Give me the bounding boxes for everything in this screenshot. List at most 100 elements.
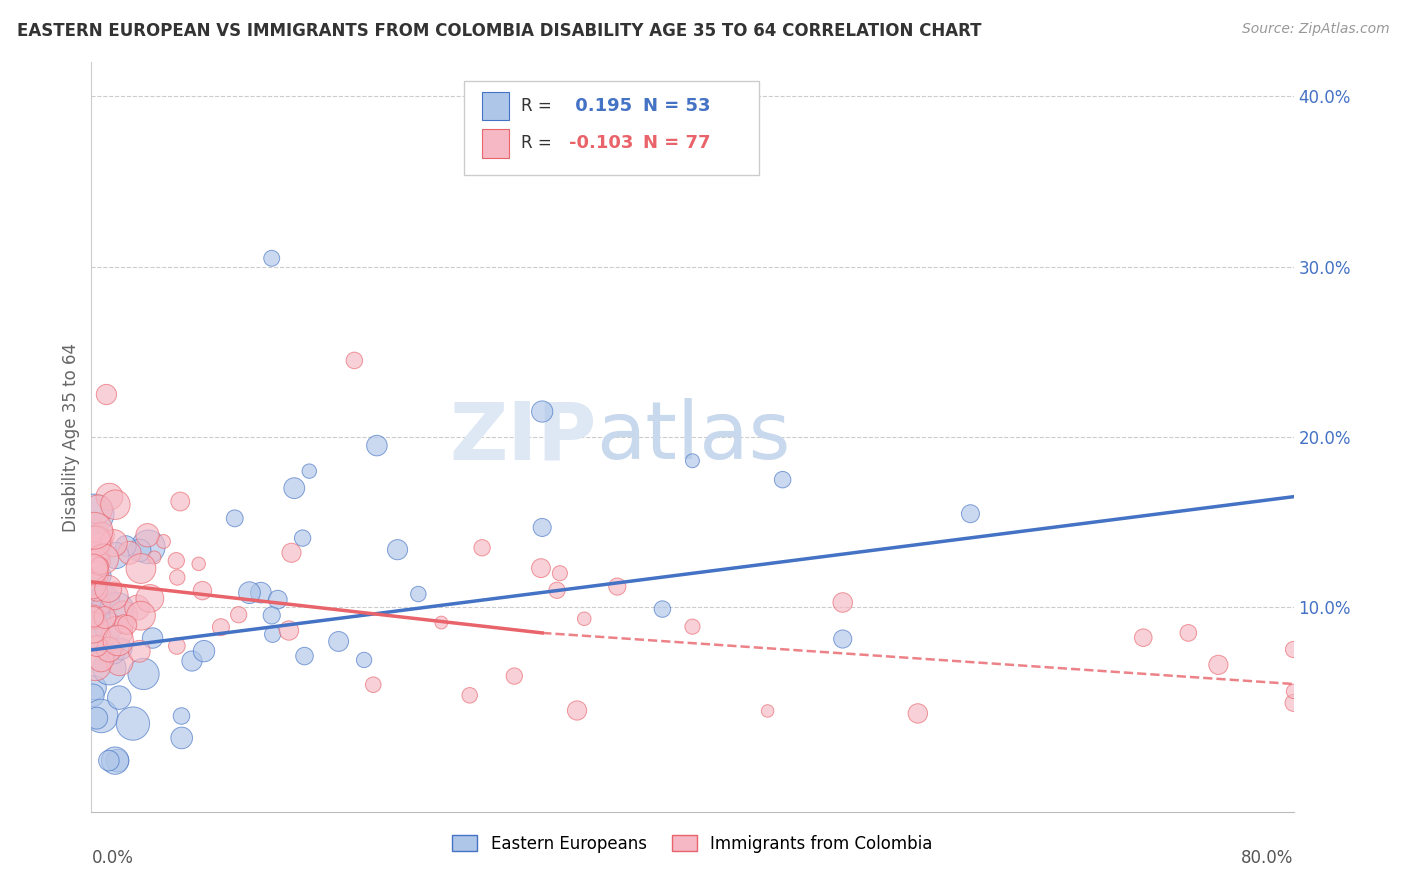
Point: [278, 624, 301, 638]
Point: [82, 550, 104, 565]
Point: [907, 706, 929, 721]
Point: [471, 541, 494, 555]
Point: [84, 658, 107, 673]
Point: [193, 644, 215, 658]
FancyBboxPatch shape: [464, 81, 759, 175]
Point: [82, 562, 104, 576]
Point: [651, 602, 673, 616]
Point: [772, 473, 794, 487]
Point: [93, 552, 115, 566]
Point: [83, 634, 105, 648]
Point: [129, 561, 152, 575]
Point: [756, 704, 779, 718]
Point: [260, 608, 283, 623]
Point: [565, 704, 588, 718]
Point: [166, 570, 188, 584]
Point: [90, 528, 112, 542]
Point: [503, 669, 526, 683]
Point: [107, 633, 129, 648]
Point: [169, 494, 191, 508]
Point: [166, 639, 188, 653]
Point: [291, 531, 314, 545]
Point: [103, 536, 125, 550]
Point: [86, 583, 108, 598]
Point: [187, 557, 209, 571]
Text: N = 53: N = 53: [643, 97, 710, 115]
Point: [361, 678, 384, 692]
Point: [89, 601, 111, 615]
Point: [84, 554, 107, 568]
Point: [128, 543, 150, 558]
Point: [122, 716, 145, 731]
Point: [181, 654, 204, 668]
Point: [112, 607, 135, 622]
Point: [136, 540, 159, 554]
Point: [87, 598, 110, 612]
Point: [104, 549, 127, 563]
Point: [458, 689, 481, 703]
Point: [191, 583, 214, 598]
Point: [82, 610, 104, 624]
Point: [1282, 684, 1305, 698]
Point: [681, 454, 703, 468]
Point: [96, 387, 118, 401]
Point: [294, 648, 316, 663]
Point: [129, 608, 152, 623]
Point: [103, 589, 125, 603]
Point: [831, 595, 853, 609]
Point: [606, 580, 628, 594]
Point: [87, 502, 110, 516]
Text: 80.0%: 80.0%: [1241, 849, 1294, 867]
Bar: [482, 92, 509, 120]
Text: R =: R =: [520, 97, 557, 115]
Point: [152, 534, 174, 549]
Point: [128, 644, 150, 658]
Point: [280, 546, 302, 560]
Point: [84, 534, 107, 549]
Point: [104, 754, 127, 768]
Point: [86, 639, 108, 653]
Point: [546, 583, 568, 598]
Text: 0.195: 0.195: [568, 97, 631, 115]
Point: [353, 653, 375, 667]
Point: [209, 620, 232, 634]
Point: [97, 642, 120, 657]
Text: N = 77: N = 77: [643, 135, 710, 153]
Point: [97, 754, 120, 768]
Point: [298, 464, 321, 478]
Point: [108, 655, 131, 669]
Point: [262, 627, 284, 641]
Point: [94, 610, 117, 624]
Point: [82, 555, 104, 569]
Point: [83, 524, 105, 538]
Point: [110, 641, 132, 656]
Text: Source: ZipAtlas.com: Source: ZipAtlas.com: [1241, 22, 1389, 37]
Point: [531, 520, 554, 534]
Bar: [482, 129, 509, 158]
Point: [1282, 642, 1305, 657]
Point: [328, 634, 350, 648]
Point: [105, 602, 128, 616]
Point: [105, 624, 128, 639]
Point: [250, 585, 273, 599]
Point: [548, 566, 571, 581]
Point: [574, 612, 596, 626]
Text: -0.103: -0.103: [568, 135, 633, 153]
Point: [1132, 631, 1154, 645]
Point: [170, 709, 193, 723]
Point: [89, 568, 111, 582]
Point: [430, 615, 453, 630]
Point: [142, 631, 165, 645]
Point: [86, 628, 108, 642]
Point: [136, 528, 159, 542]
Point: [387, 542, 409, 557]
Point: [831, 632, 853, 646]
Point: [86, 711, 108, 725]
Point: [267, 592, 290, 607]
Point: [83, 601, 105, 615]
Point: [959, 507, 981, 521]
Point: [531, 404, 554, 418]
Point: [408, 587, 430, 601]
Point: [139, 591, 162, 606]
Point: [115, 539, 138, 553]
